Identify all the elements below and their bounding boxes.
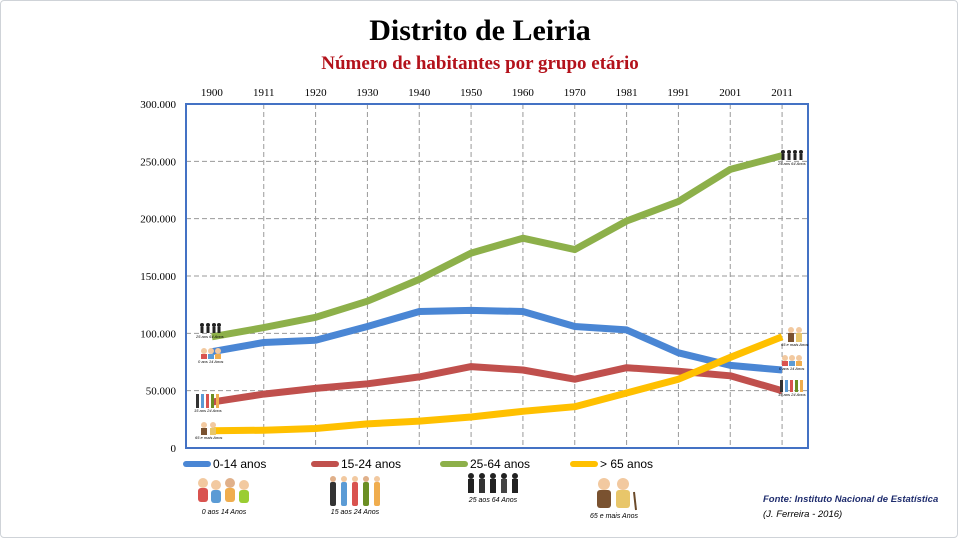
x-tick-label: 2001 <box>719 87 741 99</box>
seniors-pictogram-label: 65 e mais Anos <box>590 513 638 520</box>
right-pic-25-64-label: 25 aos 64 Anos <box>778 161 806 166</box>
y-tick-label: 150.000 <box>140 271 176 283</box>
right-pic-0-14-label: 0 aos 14 Anos <box>779 366 805 371</box>
legend-item-65plus: > 65 anos <box>570 456 653 472</box>
adults-pictogram: 25 aos 64 Anos <box>465 471 521 504</box>
legend-swatch-65plus <box>570 461 598 467</box>
legend-label-15-24: 15-24 anos <box>341 457 402 471</box>
kids-pictogram: 0 aos 14 Anos <box>194 474 254 516</box>
left-pic-15-24: 15 aos 24 Anos <box>194 392 222 413</box>
right-pic-65plus: 65 e mais Anos <box>781 326 808 347</box>
legend-item-0-14: 0-14 anos <box>183 456 266 472</box>
right-pic-15-24: 15 aos 24 Anos <box>778 378 806 397</box>
right-pic-0-14: 0 aos 14 Anos <box>779 354 804 371</box>
source-note: Fonte: Instituto Nacional de Estatística <box>763 494 939 505</box>
legend-item-15-24: 15-24 anos <box>311 456 401 472</box>
x-tick-label: 1970 <box>564 87 587 99</box>
legend-swatch-15-24 <box>311 461 339 467</box>
y-tick-label: 250.000 <box>140 156 176 168</box>
left-pic-65plus-label: 65 e mais Anos <box>195 435 223 440</box>
x-tick-label: 1911 <box>253 87 275 99</box>
plot-area-border <box>185 103 809 449</box>
left-pic-25-64: 25 aos 64 Anos <box>196 322 224 339</box>
left-pic-0-14: 0 aos 14 Anos <box>198 347 223 364</box>
adults-pictogram-label: 25 aos 64 Anos <box>468 497 518 504</box>
left-pic-0-14-label: 0 aos 14 Anos <box>198 359 224 364</box>
teens-pictogram: 15 aos 24 Anos <box>326 474 384 516</box>
right-pic-65plus-label: 65 e mais Anos <box>781 342 809 347</box>
y-tick-label: 0 <box>171 443 177 455</box>
x-tick-label: 1960 <box>512 87 535 99</box>
legend-label-0-14: 0-14 anos <box>213 457 267 471</box>
y-tick-labels: 0 50.000 100.000 150.000 200.000 250.000 300.0… <box>140 99 176 455</box>
legend-swatch-25-64 <box>440 461 468 467</box>
left-pic-25-64-label: 25 aos 64 Anos <box>196 334 224 339</box>
elderly-figures-icon <box>200 422 216 435</box>
legend-label-25-64: 25-64 anos <box>470 457 531 471</box>
y-tick-label: 200.000 <box>140 214 176 226</box>
teens-pictogram-label: 15 aos 24 Anos <box>330 509 380 516</box>
series-line-0 <box>211 306 783 374</box>
y-tick-label: 50.000 <box>146 386 177 398</box>
x-tick-label: 1920 <box>305 87 328 99</box>
teen-figures-icon <box>195 394 219 408</box>
chart-title: Distrito de Leiria <box>369 14 591 47</box>
x-tick-label: 1940 <box>408 87 431 99</box>
adult-figures-icon <box>780 150 803 160</box>
legend-label-65plus: > 65 anos <box>600 457 654 471</box>
legend-item-25-64: 25-64 anos <box>440 456 530 472</box>
teen-figures-icon <box>330 476 380 506</box>
adult-figures-icon <box>467 473 519 503</box>
left-pic-15-24-label: 15 aos 24 Anos <box>194 408 222 413</box>
series-line-2 <box>211 152 784 341</box>
series-line-3 <box>211 333 784 435</box>
children-figures-icon <box>781 355 802 366</box>
x-tick-label: 1981 <box>616 87 638 99</box>
chart-subtitle: Número de habitantes por grupo etário <box>321 53 639 74</box>
grid-lines <box>186 104 808 448</box>
y-tick-label: 100.000 <box>140 328 176 340</box>
children-figures-icon <box>200 348 221 359</box>
left-pic-65plus: 65 e mais Anos <box>195 421 222 440</box>
series-lines <box>211 152 784 435</box>
elderly-figures-icon <box>597 478 637 511</box>
elderly-figures-icon <box>787 327 802 342</box>
teen-figures-icon <box>779 380 803 392</box>
y-tick-label: 300.000 <box>140 99 176 111</box>
right-pic-15-24-label: 15 aos 24 Anos <box>778 392 806 397</box>
x-tick-label: 1991 <box>667 87 689 99</box>
right-pic-25-64: 25 aos 64 Anos <box>778 149 806 166</box>
kids-pictogram-label: 0 aos 14 Anos <box>201 509 247 516</box>
adult-figures-icon <box>199 323 221 333</box>
children-figures-icon <box>198 478 249 503</box>
x-tick-label: 2011 <box>771 87 793 99</box>
x-tick-label: 1900 <box>201 87 224 99</box>
legend-swatch-0-14 <box>183 461 211 467</box>
x-tick-label: 1930 <box>356 87 379 99</box>
seniors-pictogram: 65 e mais Anos <box>590 476 638 520</box>
x-tick-labels: 1900 1911 1920 1930 1940 1950 1960 1970 1981 1991… <box>201 87 793 99</box>
x-tick-label: 1950 <box>460 87 483 99</box>
author-credit: (J. Ferreira - 2016) <box>763 509 843 520</box>
